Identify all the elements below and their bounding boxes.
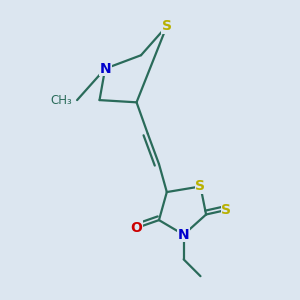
Text: N: N [99, 62, 111, 76]
Text: O: O [130, 221, 142, 235]
Text: S: S [221, 203, 231, 217]
Text: N: N [178, 228, 190, 242]
Text: S: S [162, 19, 172, 33]
Text: CH₃: CH₃ [51, 94, 73, 106]
Text: S: S [196, 179, 206, 194]
